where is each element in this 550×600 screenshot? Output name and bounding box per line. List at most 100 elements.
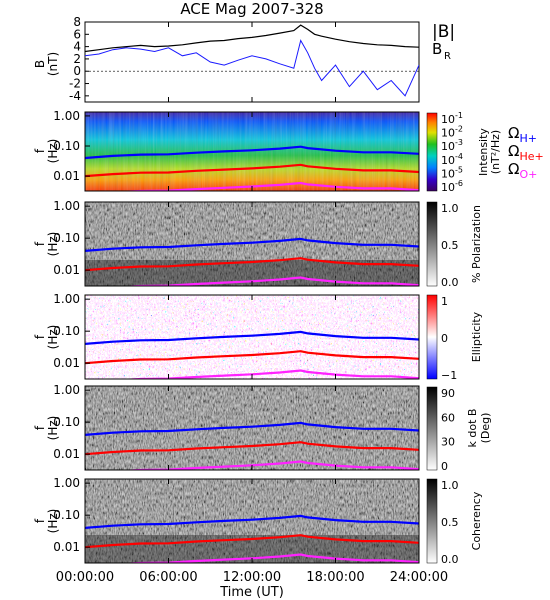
gyrofrequency-legend-item: ΩO+ bbox=[508, 160, 537, 181]
gyrofrequency-line bbox=[85, 441, 419, 456]
x-tick-label: 00:00:00 bbox=[56, 570, 114, 585]
panel-kdotb: 1.00 0.10 0.01 f (Hz) 90 60 30 0 k dot B (Deg… bbox=[33, 383, 492, 473]
gyrofrequency-legend-sub: He+ bbox=[519, 150, 543, 163]
polarization-yunit: (Hz) bbox=[46, 232, 60, 257]
gyrofrequency-line bbox=[85, 330, 419, 345]
panel-b-frame bbox=[84, 21, 420, 103]
gyrofrequency-legend-sub: O+ bbox=[519, 168, 537, 181]
colorbar-tick-label: 1.0 bbox=[441, 202, 459, 215]
kdotb-colorbar-ticks: 90 60 30 0 bbox=[441, 387, 455, 473]
gyrofrequency-line bbox=[85, 534, 419, 549]
colorbar-tick-exponent: -1 bbox=[455, 111, 463, 120]
kdotb-yticks: 1.00 0.10 0.01 bbox=[53, 383, 90, 461]
colorbar-tick-label: 0 bbox=[441, 460, 448, 473]
kdotb-cbar-label-2: (Deg) bbox=[479, 413, 492, 444]
polarization-yticks: 1.00 0.10 0.01 bbox=[53, 199, 90, 277]
coherency-yunit: (Hz) bbox=[46, 509, 60, 534]
coherency-cbar-label: Coherency bbox=[470, 491, 483, 550]
gyrofrequency-legend: ΩH+ΩHe+ΩO+ bbox=[508, 124, 544, 181]
ellipticity-colorbar-ticks: 1 0 −1 bbox=[441, 295, 457, 382]
colorbar-tick-exponent: -4 bbox=[455, 152, 463, 161]
x-tick-label: 12:00:00 bbox=[223, 570, 281, 585]
colorbar-tick-label: 30 bbox=[441, 436, 455, 449]
x-axis-label: Time (UT) bbox=[219, 585, 284, 600]
colorbar-tick-label: 1 bbox=[441, 295, 448, 308]
colorbar-tick-label: 60 bbox=[441, 411, 455, 424]
gyrofrequency-line bbox=[85, 350, 419, 365]
coherency-yticks: 1.00 0.10 0.01 bbox=[53, 476, 90, 554]
colorbar-tick-label: 90 bbox=[441, 387, 455, 400]
panel-polarization: 1.00 0.10 0.01 f (Hz) 1.0 0.5 0.0 % Polariza… bbox=[33, 199, 483, 289]
intensity-ylabel: f bbox=[33, 148, 47, 153]
freq-ytick-label: 0.10 bbox=[53, 324, 80, 338]
b-ytick-label: 6 bbox=[73, 27, 81, 41]
coherency-colorbar-ticks: 1.0 0.5 0.0 bbox=[441, 479, 459, 566]
b-ytick-label: 8 bbox=[73, 15, 81, 29]
freq-ytick-label: 1.00 bbox=[53, 199, 80, 213]
freq-ytick-label: 1.00 bbox=[53, 476, 80, 490]
b-ylabel: B bbox=[33, 60, 47, 68]
freq-ytick-label: 0.10 bbox=[53, 231, 80, 245]
colorbar-tick-label: 0.5 bbox=[441, 239, 459, 252]
colorbar-tick-label: 0.0 bbox=[441, 276, 459, 289]
intensity-colorbar bbox=[426, 112, 438, 192]
panel-ellipticity: 1.00 0.10 0.01 f (Hz) 1 0 −1 Ellipticity bbox=[33, 292, 483, 382]
legend-b-total: |B| bbox=[432, 22, 455, 42]
b-yunit: (nT) bbox=[46, 52, 60, 76]
gyrofrequency-line bbox=[85, 163, 419, 178]
freq-ytick-label: 0.01 bbox=[53, 447, 80, 461]
b-total-series-line bbox=[85, 24, 419, 53]
freq-ytick-label: 0.01 bbox=[53, 540, 80, 554]
colorbar-tick-exponent: -5 bbox=[455, 165, 463, 174]
x-tick-label: 06:00:00 bbox=[139, 570, 197, 585]
legend-b-r-main: B bbox=[432, 40, 442, 58]
colorbar-tick-exponent: -6 bbox=[455, 179, 463, 188]
ellipticity-ylabel: f bbox=[33, 334, 47, 339]
colorbar-tick-label: −1 bbox=[441, 369, 457, 382]
freq-ytick-label: 0.01 bbox=[53, 263, 80, 277]
polarization-colorbar-ticks: 1.0 0.5 0.0 bbox=[441, 202, 459, 289]
ellipticity-colorbar bbox=[426, 294, 438, 380]
colorbar-tick-label: 1.0 bbox=[441, 479, 459, 492]
gyrofrequency-line bbox=[85, 237, 419, 252]
gyrofrequency-line bbox=[85, 514, 419, 529]
b-ytick-label: 0 bbox=[73, 64, 81, 78]
x-tick-label: 18:00:00 bbox=[306, 570, 364, 585]
polarization-colorbar bbox=[426, 201, 438, 287]
panel-coherency: 1.00 0.10 0.01 f (Hz) 1.0 0.5 0.0 Coherency bbox=[33, 476, 483, 566]
legend-b-r-sub: R bbox=[444, 51, 451, 62]
colorbar-tick-exponent: -3 bbox=[455, 138, 463, 147]
freq-ytick-label: 0.10 bbox=[53, 415, 80, 429]
x-tick-label: 24:00:00 bbox=[390, 570, 448, 585]
coherency-colorbar bbox=[426, 478, 438, 564]
intensity-cbar-label-1: Intensity bbox=[477, 128, 490, 176]
gyrofrequency-legend-sub: H+ bbox=[519, 132, 537, 145]
ellipticity-yunit: (Hz) bbox=[46, 325, 60, 350]
intensity-yticks: 1.00 0.10 0.01 bbox=[53, 109, 90, 183]
gyrofrequency-line bbox=[85, 421, 419, 436]
b-ytick-label: -4 bbox=[69, 89, 81, 103]
kdotb-yunit: (Hz) bbox=[46, 416, 60, 441]
coherency-ylabel: f bbox=[33, 518, 47, 523]
gyrofrequency-line bbox=[85, 257, 419, 272]
freq-ytick-label: 1.00 bbox=[53, 292, 80, 306]
colorbar-tick-label: 0 bbox=[441, 332, 448, 345]
colorbar-tick-label: 0.0 bbox=[441, 553, 459, 566]
freq-ytick-label: 0.10 bbox=[53, 139, 80, 153]
colorbar-tick-exponent: -2 bbox=[455, 125, 463, 134]
intensity-cbar-label-2: (nT²/Hz) bbox=[489, 130, 502, 174]
gyrofrequency-line bbox=[85, 145, 419, 160]
b-ytick-label: 2 bbox=[73, 52, 81, 66]
legend-b-r: B R bbox=[432, 40, 451, 62]
freq-ytick-label: 0.10 bbox=[53, 508, 80, 522]
b-ytick-label: 4 bbox=[73, 40, 81, 54]
ellipticity-cbar-label: Ellipticity bbox=[470, 311, 483, 362]
freq-ytick-label: 1.00 bbox=[53, 383, 80, 397]
chart-title: ACE Mag 2007-328 bbox=[180, 0, 323, 18]
kdotb-colorbar bbox=[426, 386, 438, 471]
intensity-yunit: (Hz) bbox=[46, 139, 60, 164]
b-ytick-label: -2 bbox=[69, 77, 81, 91]
